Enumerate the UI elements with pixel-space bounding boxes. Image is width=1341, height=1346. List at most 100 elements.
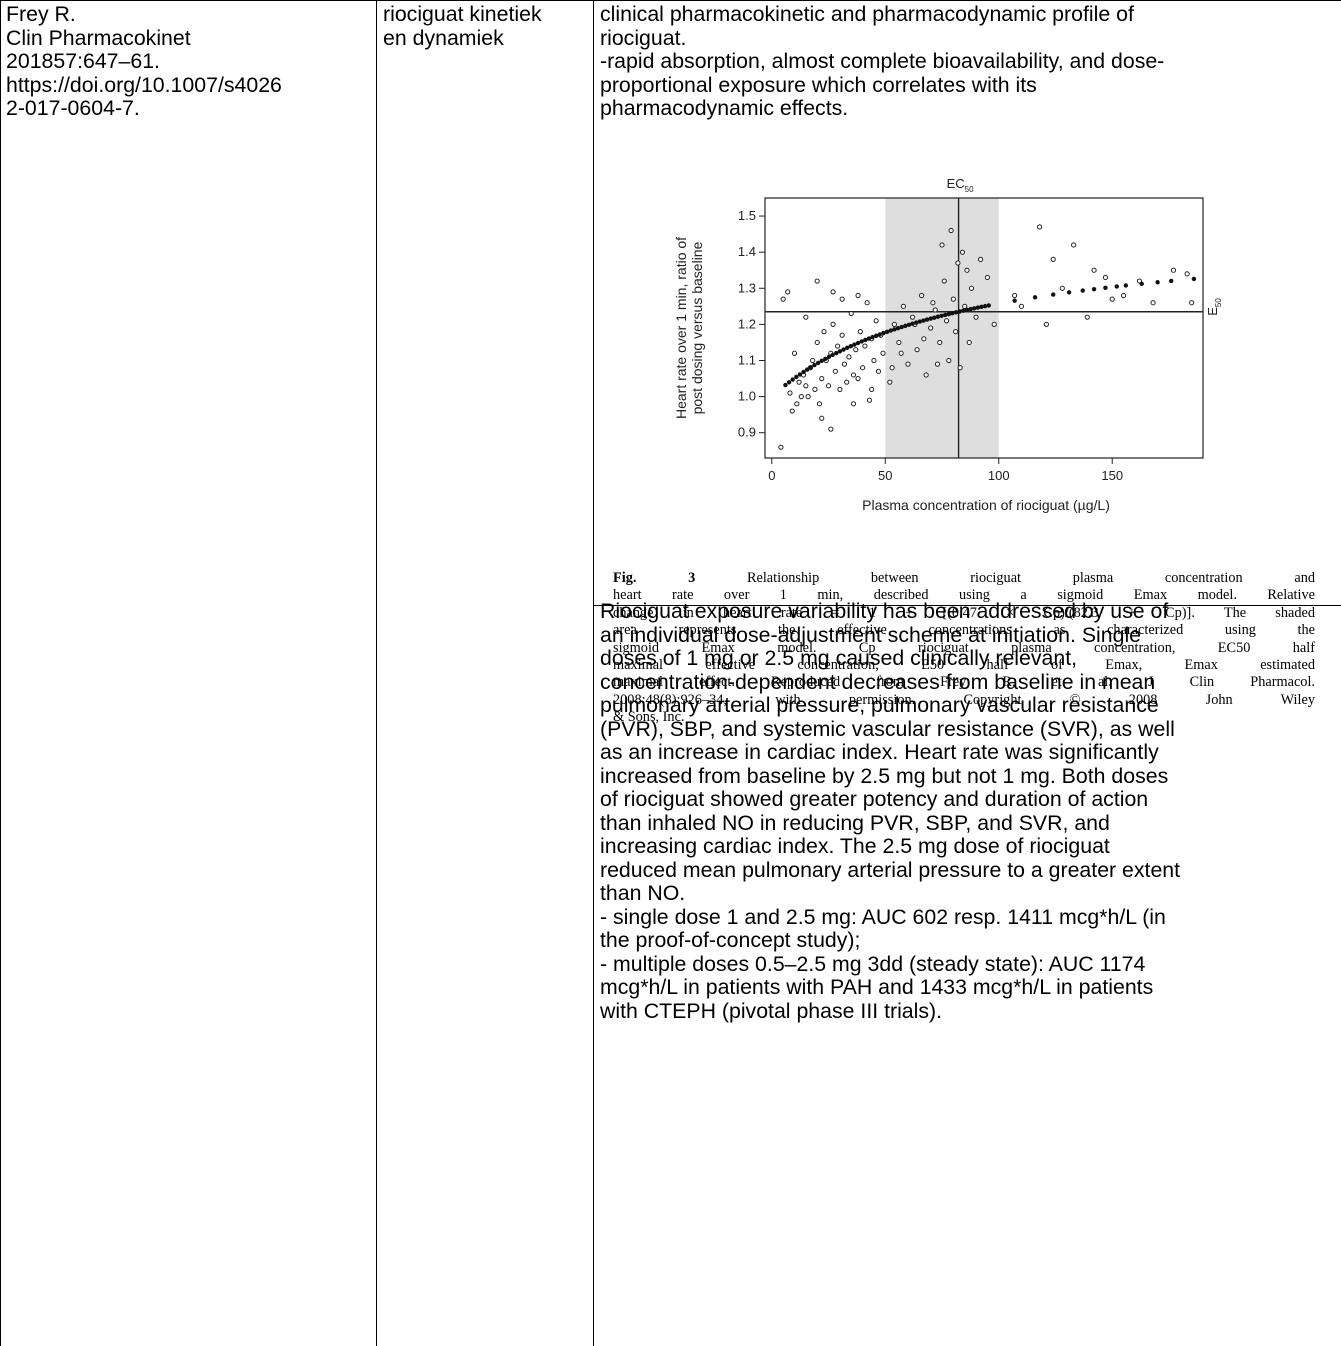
caption-line: area represents the effective concentrat…	[613, 622, 1315, 639]
table-top-border	[0, 0, 1341, 1]
observed-point	[918, 292, 925, 299]
observed-point	[855, 375, 861, 382]
observed-point	[1189, 300, 1195, 306]
observed-point	[905, 361, 911, 367]
model-point	[932, 315, 937, 320]
model-point	[888, 328, 893, 333]
model-point	[852, 342, 857, 347]
model-point	[808, 365, 814, 370]
observed-point	[1043, 321, 1050, 327]
observed-point	[789, 408, 795, 414]
observed-point	[898, 350, 904, 356]
model-point	[826, 354, 832, 360]
model-point	[964, 307, 970, 313]
observed-point	[812, 386, 818, 392]
column-divider-2	[593, 0, 594, 1346]
observed-point	[959, 249, 966, 255]
body-line: of riociguat showed greater potency and …	[600, 787, 1149, 811]
model-point	[805, 367, 810, 372]
observed-point	[955, 260, 961, 266]
observed-point	[1059, 285, 1065, 291]
observed-point	[837, 386, 843, 392]
observed-point	[853, 347, 859, 353]
observed-point	[928, 325, 934, 331]
observed-point	[864, 300, 870, 306]
model-point	[921, 318, 926, 323]
caption-line: sigmoid Emax model. Cp riociguat plasma …	[613, 639, 1315, 656]
observed-point	[889, 365, 895, 371]
observed-point	[1120, 292, 1127, 299]
model-point	[855, 340, 861, 346]
observed-point	[875, 368, 882, 374]
model-point	[863, 337, 868, 343]
model-point	[786, 380, 792, 385]
model-point	[866, 336, 872, 341]
model-point	[975, 305, 981, 310]
body-line: doses of 1 mg or 2.5 mg caused clinicall…	[600, 646, 1078, 670]
observed-point	[848, 310, 854, 317]
observed-point	[939, 242, 945, 248]
model-point	[1139, 281, 1144, 287]
x-tick-label: 50	[878, 468, 892, 483]
model-point	[895, 325, 901, 331]
observed-point	[859, 365, 866, 371]
topic-line: riociguat kinetiek	[383, 2, 542, 26]
caption-line: Fig. 3 Relationship between riociguat pl…	[613, 570, 1315, 586]
model-point	[812, 362, 817, 368]
reference-line: Frey R.	[6, 2, 76, 26]
observed-point	[780, 296, 786, 302]
observed-point	[814, 278, 820, 284]
observed-point	[950, 296, 956, 302]
observed-point	[869, 386, 875, 392]
model-point	[819, 358, 824, 364]
observed-point	[825, 383, 832, 389]
model-point	[1091, 286, 1097, 292]
observed-point	[791, 350, 798, 356]
summary-body: Riociguat exposure variability has been …	[600, 599, 1180, 1023]
intro-line: pharmacodynamic effects.	[600, 96, 849, 120]
observed-point	[1018, 303, 1025, 309]
model-point	[950, 310, 955, 316]
observed-point	[962, 303, 968, 309]
body-line: than inhaled NO in reducing PVR, SBP, an…	[600, 810, 1110, 835]
observed-point	[977, 256, 984, 262]
body-line: than NO.	[600, 881, 686, 905]
observed-point	[934, 361, 941, 367]
row-divider-figure	[593, 605, 1341, 606]
y-tick-label: 1.2	[738, 316, 756, 331]
observed-point	[1071, 242, 1077, 248]
model-point	[1012, 298, 1017, 303]
model-point	[986, 303, 991, 308]
caption-line: heart rate over 1 min, described using a…	[613, 587, 1315, 604]
model-point	[823, 356, 828, 361]
observed-point	[1184, 271, 1190, 277]
body-line: concentration-dependent decreases from b…	[600, 669, 1156, 694]
model-point	[903, 323, 908, 329]
intro-line: -rapid absorption, almost complete bioav…	[600, 49, 1165, 73]
body-line: - single dose 1 and 2.5 mg: AUC 602 resp…	[600, 904, 1166, 929]
observed-point	[785, 289, 791, 295]
caption-line: & Sons, Inc.	[613, 709, 685, 726]
observed-point	[866, 397, 872, 403]
figure-caption: Fig. 3 Relationship between riociguat pl…	[613, 570, 1315, 727]
observed-point	[819, 375, 825, 382]
model-point	[801, 369, 806, 375]
intro-line: riociguat.	[600, 25, 687, 50]
y-tick-label: 0.9	[738, 425, 756, 440]
caption-line: maximal effective concentration, E50 hal…	[613, 657, 1315, 674]
table-left-border	[0, 0, 1, 1346]
y-tick-label: 1.0	[738, 389, 756, 404]
model-point	[830, 352, 835, 358]
model-point	[859, 339, 864, 344]
observed-point	[828, 426, 834, 432]
observed-point	[778, 444, 784, 450]
observed-point	[871, 357, 877, 364]
observed-point	[839, 296, 845, 302]
observed-point	[896, 339, 902, 346]
observed-point	[798, 394, 804, 400]
model-point	[874, 333, 879, 338]
y-axis-label-line-1: Heart rate over 1 min, ratio of	[673, 237, 689, 419]
model-point	[892, 327, 897, 332]
observed-point	[803, 383, 809, 389]
